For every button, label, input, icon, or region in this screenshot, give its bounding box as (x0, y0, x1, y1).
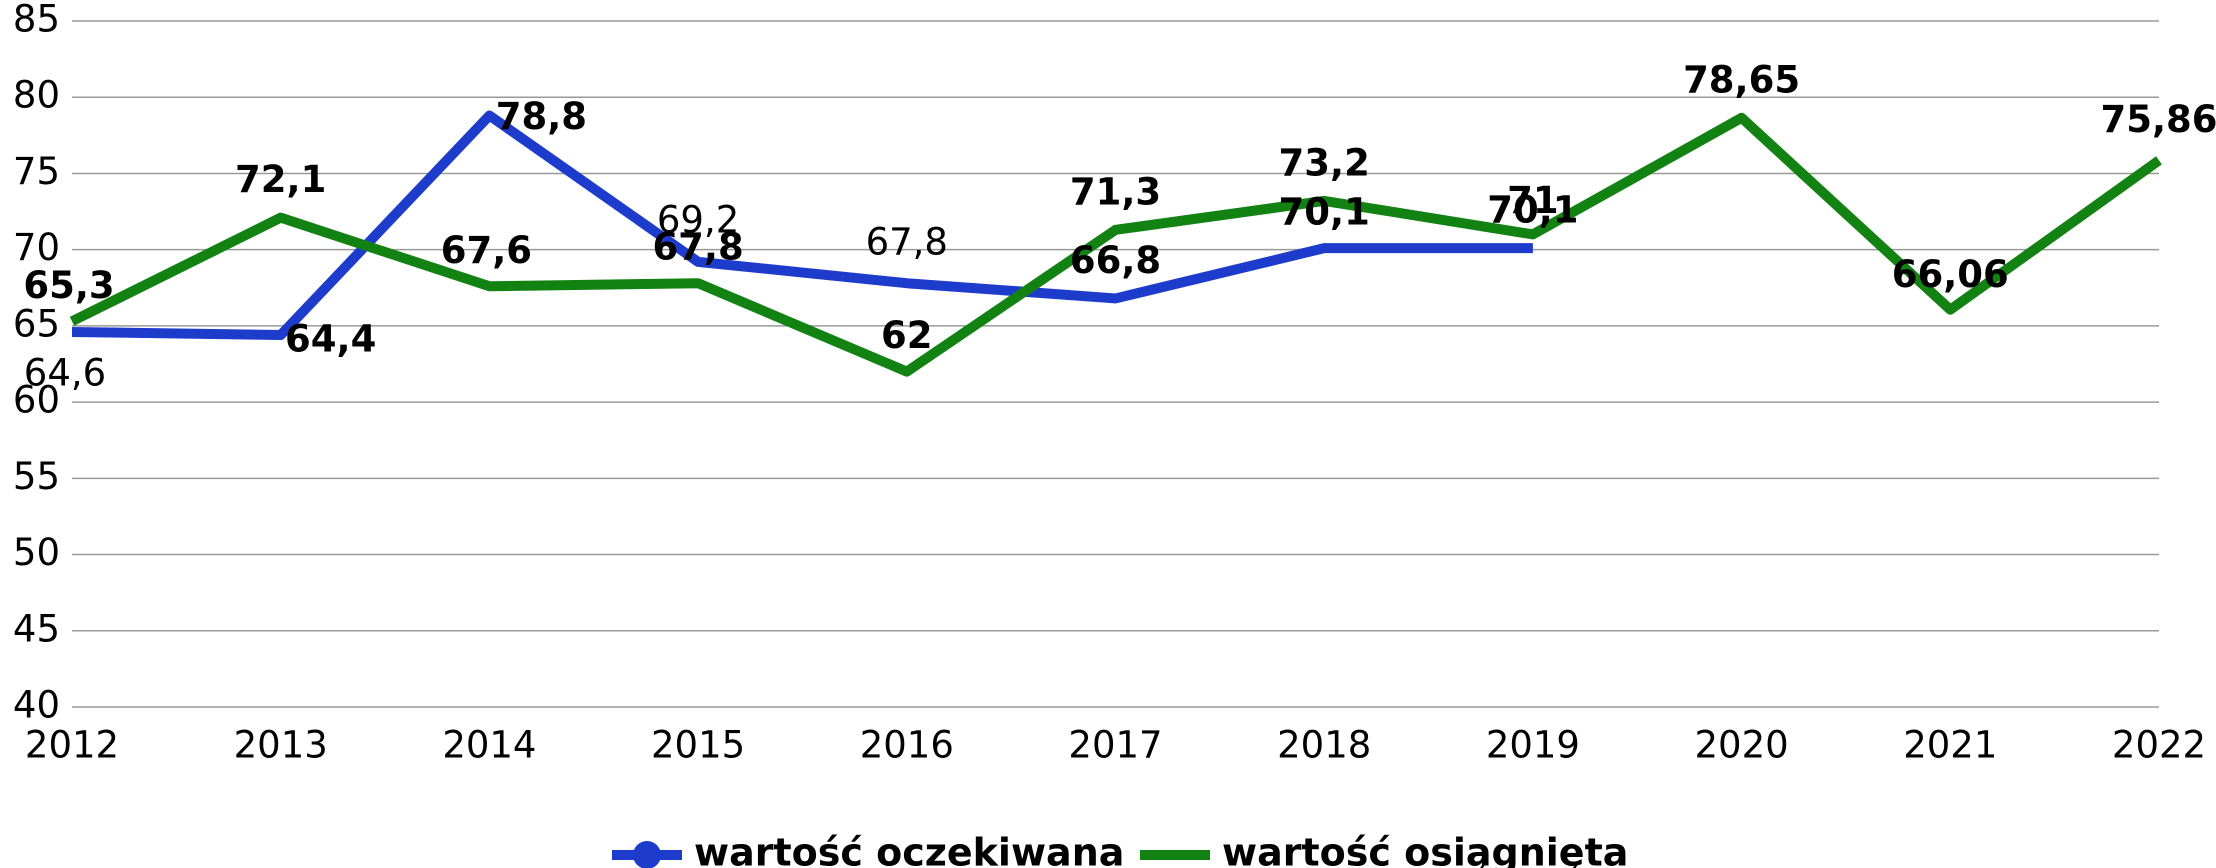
x-tick-label: 2013 (234, 724, 328, 767)
legend-label: wartość oczekiwana (694, 831, 1124, 868)
y-tick-label: 45 (13, 607, 60, 650)
data-label: 67,6 (441, 229, 532, 272)
legend-label: wartość osiągnięta (1222, 831, 1628, 868)
x-tick-label: 2018 (1277, 724, 1371, 767)
y-tick-label: 70 (13, 226, 60, 269)
y-tick-label: 60 (13, 379, 60, 422)
x-tick-label: 2021 (1903, 724, 1997, 767)
y-tick-label: 40 (13, 684, 60, 727)
data-label: 64,6 (24, 351, 106, 394)
data-label: 73,2 (1279, 141, 1370, 184)
data-label: 67,8 (866, 221, 948, 264)
y-tick-label: 65 (13, 302, 60, 345)
y-tick-label: 55 (13, 455, 60, 498)
data-label: 66,06 (1892, 253, 2009, 296)
x-tick-label: 2019 (1486, 724, 1580, 767)
y-tick-label: 80 (13, 74, 60, 117)
data-label: 78,8 (496, 95, 587, 138)
legend-marker (633, 841, 661, 868)
data-label: 70,1 (1279, 191, 1370, 234)
x-tick-label: 2022 (2112, 724, 2206, 767)
series-line (69, 112, 2162, 377)
x-tick-label: 2016 (860, 724, 954, 767)
legend-item: wartość osiągnięta (1140, 831, 1628, 868)
y-tick-label: 85 (13, 0, 60, 41)
data-label: 69,2 (657, 198, 739, 241)
data-label: 71,3 (1070, 170, 1161, 213)
x-tick-label: 2015 (651, 724, 745, 767)
x-tick-label: 2012 (25, 724, 119, 767)
data-label: 62 (881, 314, 933, 357)
data-label: 67,8 (652, 226, 743, 269)
x-tick-label: 2017 (1068, 724, 1162, 767)
data-label: 72,1 (235, 158, 326, 201)
series-line (71, 110, 1533, 341)
data-label: 66,8 (1070, 239, 1161, 282)
x-tick-label: 2014 (442, 724, 536, 767)
y-tick-label: 75 (13, 150, 60, 193)
data-label: 70,1 (1487, 189, 1578, 232)
x-tick-label: 2020 (1695, 724, 1789, 767)
data-label: 75,86 (2100, 98, 2216, 141)
data-label: 65,3 (23, 264, 114, 307)
data-label: 64,4 (285, 318, 376, 361)
legend-item: wartość oczekiwana (612, 831, 1124, 868)
y-tick-label: 50 (13, 531, 60, 574)
data-label: 78,65 (1683, 58, 1800, 101)
data-label: 71 (1507, 179, 1559, 222)
